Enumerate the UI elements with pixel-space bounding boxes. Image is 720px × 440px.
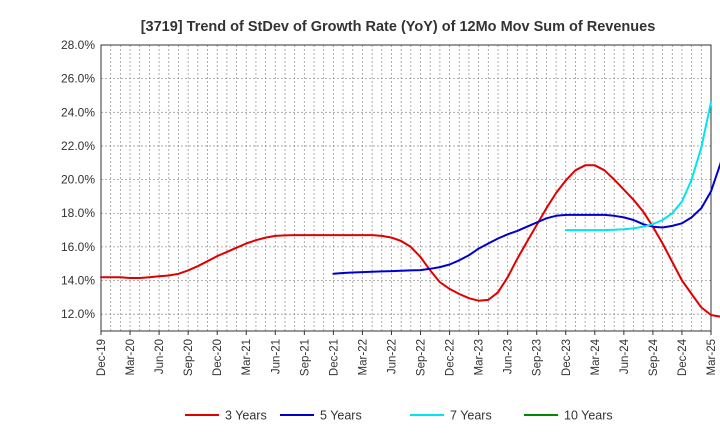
x-tick-label: Dec-23 [561, 339, 573, 376]
x-tick-label: Mar-21 [241, 339, 253, 375]
x-tick-label: Jun-21 [270, 339, 282, 374]
x-tick-label: Jun-20 [154, 339, 166, 374]
x-tick-label: Dec-21 [328, 339, 340, 376]
x-tick-label: Mar-20 [125, 339, 137, 375]
y-axis: 12.0% 14.0% 16.0% 18.0% 20.0% 22.0% 24.0% 26.0%… [61, 38, 95, 321]
chart-title: [3719] Trend of StDev of Growth Rate (Yo… [141, 19, 656, 35]
y-tick-label: 22.0% [61, 139, 95, 153]
x-tick-label: Jun-23 [503, 339, 515, 374]
x-tick-label: Mar-24 [590, 338, 602, 375]
x-tick-label: Jun-24 [619, 338, 631, 374]
x-tick-label: Dec-24 [677, 338, 689, 376]
legend-label: 7 Years [450, 409, 492, 423]
legend-label: 10 Years [564, 409, 613, 423]
x-tick-label: Mar-25 [706, 339, 718, 375]
y-tick-label: 20.0% [61, 173, 95, 187]
x-tick-label: Sep-23 [532, 339, 544, 376]
x-tick-label: Jun-22 [386, 339, 398, 374]
y-tick-label: 18.0% [61, 206, 95, 220]
series-line-5-years [332, 161, 720, 275]
x-axis: Dec-19 Mar-20 Jun-20 Sep-20 Dec-20 Mar-21 Jun-… [96, 331, 718, 376]
y-tick-label: 14.0% [61, 274, 95, 288]
x-tick-label: Mar-23 [474, 339, 486, 375]
y-tick-label: 24.0% [61, 105, 95, 119]
legend: 3 Years 5 Years 7 Years 10 Years [185, 409, 613, 423]
x-tick-label: Mar-22 [357, 339, 369, 375]
y-tick-label: 28.0% [61, 38, 95, 52]
gridlines [101, 44, 711, 331]
x-tick-label: Sep-22 [416, 339, 428, 376]
legend-label: 3 Years [225, 409, 267, 423]
x-tick-label: Sep-24 [648, 338, 660, 376]
x-tick-label: Dec-20 [212, 339, 224, 376]
series-line-7-years [564, 101, 712, 232]
x-tick-label: Dec-19 [96, 339, 108, 376]
series-line-3-years [100, 164, 720, 318]
y-tick-label: 12.0% [61, 307, 95, 321]
y-tick-label: 26.0% [61, 72, 95, 86]
x-tick-label: Sep-21 [299, 339, 311, 376]
x-tick-label: Dec-22 [445, 339, 457, 376]
plot-area-border [100, 44, 712, 332]
y-tick-label: 16.0% [61, 240, 95, 254]
legend-label: 5 Years [320, 409, 362, 423]
x-tick-label: Sep-20 [183, 339, 195, 376]
series-lines [100, 101, 720, 318]
